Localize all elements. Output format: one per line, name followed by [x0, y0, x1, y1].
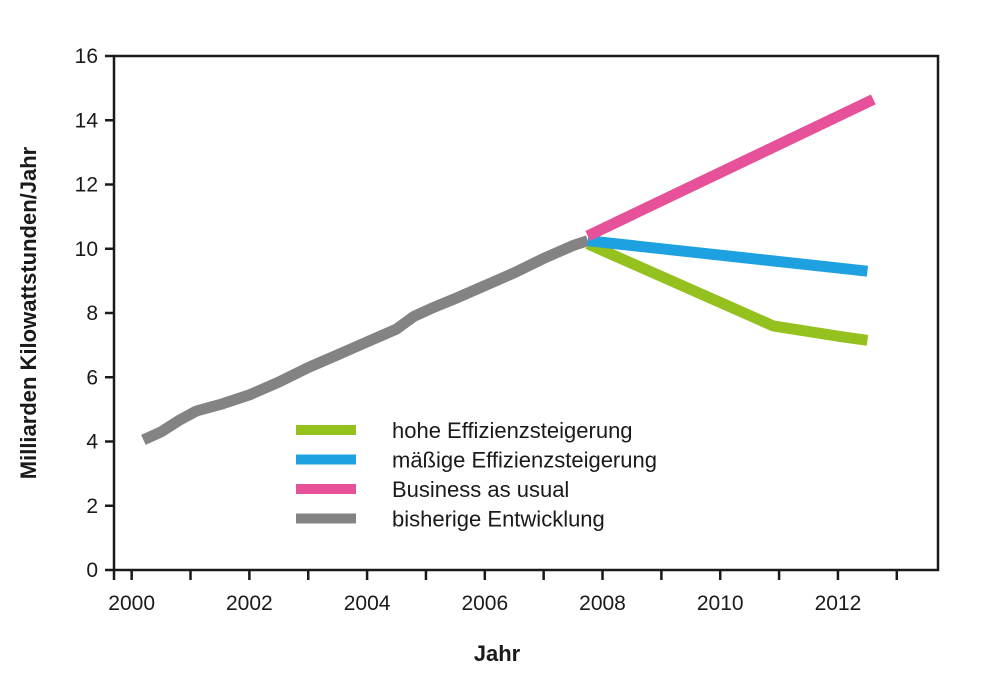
x-tick-label: 2000	[108, 592, 155, 615]
x-tick-label: 2004	[344, 592, 391, 615]
x-tick-label: 2012	[815, 592, 862, 615]
x-axis-title: Jahr	[474, 641, 521, 666]
y-tick-label: 6	[86, 366, 98, 389]
x-tick-label: 2002	[226, 592, 273, 615]
y-tick-label: 16	[75, 45, 98, 68]
tick-labels: 0 2 4 6 8 10 12 14 16 2000 2002 2004 2006 2008 2010 201…	[75, 45, 862, 615]
legend-label: bisherige Entwicklung	[392, 507, 605, 532]
legend-label: mäßige Effizienzsteigerung	[392, 448, 657, 473]
y-tick-label: 14	[75, 109, 99, 132]
series-line-1	[587, 235, 868, 277]
series-lines	[141, 94, 876, 445]
legend: hohe Effizienzsteigerung mäßige Effizienz…	[296, 418, 657, 532]
x-tick-label: 2008	[579, 592, 626, 615]
legend-label: hohe Effizienzsteigerung	[392, 418, 633, 443]
y-tick-label: 8	[86, 302, 98, 325]
y-tick-label: 10	[75, 238, 98, 261]
legend-label: Business as usual	[392, 477, 569, 502]
axis-ticks	[105, 54, 899, 580]
series-line-3	[141, 235, 590, 445]
y-tick-label: 2	[86, 495, 98, 518]
y-axis-title: Milliarden Kilowattstunden/Jahr	[16, 146, 41, 479]
y-tick-label: 0	[86, 559, 98, 582]
y-tick-label: 12	[75, 174, 98, 197]
y-tick-label: 4	[86, 431, 98, 454]
x-tick-label: 2010	[697, 592, 744, 615]
series-line-0	[585, 238, 869, 346]
series-line-2	[585, 94, 876, 241]
x-tick-label: 2006	[461, 592, 508, 615]
